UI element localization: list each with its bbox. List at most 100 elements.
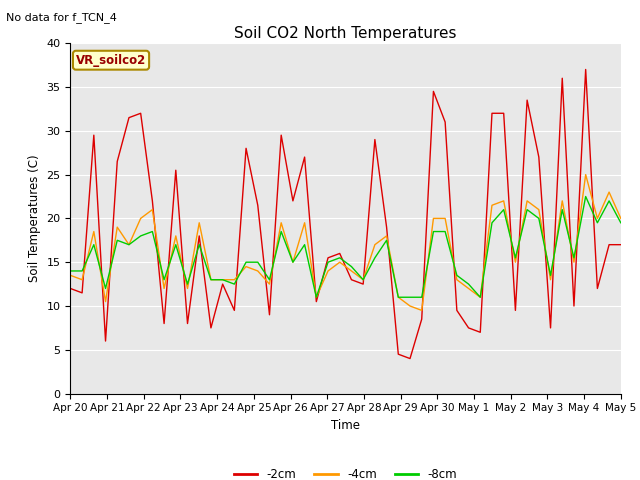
-2cm bbox=[442, 119, 449, 125]
-8cm bbox=[524, 207, 531, 213]
-8cm bbox=[429, 228, 437, 234]
-4cm bbox=[125, 242, 132, 248]
-4cm bbox=[559, 198, 566, 204]
-4cm bbox=[207, 277, 215, 283]
-4cm bbox=[266, 281, 273, 287]
-4cm bbox=[582, 172, 589, 178]
-2cm bbox=[102, 338, 109, 344]
-2cm bbox=[336, 251, 344, 256]
-8cm bbox=[172, 242, 180, 248]
-8cm bbox=[254, 259, 262, 265]
-8cm bbox=[207, 277, 215, 283]
Line: -4cm: -4cm bbox=[70, 175, 621, 311]
-4cm bbox=[418, 308, 426, 313]
-4cm bbox=[511, 259, 519, 265]
-8cm bbox=[570, 255, 578, 261]
-2cm bbox=[230, 308, 238, 313]
-4cm bbox=[137, 216, 145, 221]
-2cm bbox=[207, 325, 215, 331]
-8cm bbox=[383, 238, 390, 243]
-4cm bbox=[90, 228, 98, 234]
-4cm bbox=[148, 207, 156, 213]
-2cm bbox=[570, 303, 578, 309]
-4cm bbox=[453, 277, 461, 283]
-8cm bbox=[535, 216, 543, 221]
-2cm bbox=[535, 154, 543, 160]
-8cm bbox=[617, 220, 625, 226]
-4cm bbox=[113, 224, 121, 230]
-2cm bbox=[582, 67, 589, 72]
-4cm bbox=[383, 233, 390, 239]
-8cm bbox=[394, 294, 402, 300]
-8cm bbox=[301, 242, 308, 248]
-2cm bbox=[406, 356, 414, 361]
-2cm bbox=[488, 110, 496, 116]
-4cm bbox=[359, 277, 367, 283]
-4cm bbox=[312, 294, 320, 300]
-2cm bbox=[67, 286, 74, 291]
-2cm bbox=[172, 168, 180, 173]
Text: No data for f_TCN_4: No data for f_TCN_4 bbox=[6, 12, 117, 23]
-2cm bbox=[277, 132, 285, 138]
-8cm bbox=[465, 281, 472, 287]
-2cm bbox=[137, 110, 145, 116]
-4cm bbox=[160, 286, 168, 291]
-2cm bbox=[453, 308, 461, 313]
-2cm bbox=[78, 290, 86, 296]
-4cm bbox=[476, 294, 484, 300]
-2cm bbox=[418, 316, 426, 322]
-8cm bbox=[324, 259, 332, 265]
-4cm bbox=[289, 259, 297, 265]
-2cm bbox=[371, 137, 379, 143]
-8cm bbox=[242, 259, 250, 265]
-4cm bbox=[184, 286, 191, 291]
-8cm bbox=[336, 255, 344, 261]
Text: VR_soilco2: VR_soilco2 bbox=[76, 54, 146, 67]
-2cm bbox=[524, 97, 531, 103]
-2cm bbox=[242, 145, 250, 151]
-2cm bbox=[254, 203, 262, 208]
-8cm bbox=[476, 294, 484, 300]
-4cm bbox=[535, 207, 543, 213]
-2cm bbox=[359, 281, 367, 287]
-2cm bbox=[324, 255, 332, 261]
-4cm bbox=[617, 216, 625, 221]
-8cm bbox=[359, 277, 367, 283]
Line: -8cm: -8cm bbox=[70, 196, 621, 297]
-8cm bbox=[125, 242, 132, 248]
-8cm bbox=[102, 286, 109, 291]
-2cm bbox=[184, 321, 191, 326]
-8cm bbox=[277, 228, 285, 234]
-2cm bbox=[348, 277, 355, 283]
-2cm bbox=[148, 198, 156, 204]
-2cm bbox=[113, 158, 121, 164]
-2cm bbox=[559, 75, 566, 81]
-8cm bbox=[488, 220, 496, 226]
-8cm bbox=[593, 220, 601, 226]
-2cm bbox=[219, 281, 227, 287]
X-axis label: Time: Time bbox=[331, 419, 360, 432]
-2cm bbox=[383, 224, 390, 230]
-8cm bbox=[67, 268, 74, 274]
-8cm bbox=[230, 281, 238, 287]
Y-axis label: Soil Temperatures (C): Soil Temperatures (C) bbox=[28, 155, 41, 282]
-4cm bbox=[219, 277, 227, 283]
-8cm bbox=[90, 242, 98, 248]
-4cm bbox=[67, 273, 74, 278]
-2cm bbox=[605, 242, 613, 248]
-4cm bbox=[172, 233, 180, 239]
-2cm bbox=[511, 308, 519, 313]
-8cm bbox=[195, 242, 203, 248]
-4cm bbox=[570, 259, 578, 265]
-2cm bbox=[160, 321, 168, 326]
-8cm bbox=[219, 277, 227, 283]
-8cm bbox=[500, 207, 508, 213]
Legend: -2cm, -4cm, -8cm: -2cm, -4cm, -8cm bbox=[229, 463, 462, 480]
-4cm bbox=[324, 268, 332, 274]
-8cm bbox=[406, 294, 414, 300]
-4cm bbox=[429, 216, 437, 221]
-2cm bbox=[429, 88, 437, 94]
-8cm bbox=[559, 207, 566, 213]
-2cm bbox=[312, 299, 320, 304]
-8cm bbox=[442, 228, 449, 234]
